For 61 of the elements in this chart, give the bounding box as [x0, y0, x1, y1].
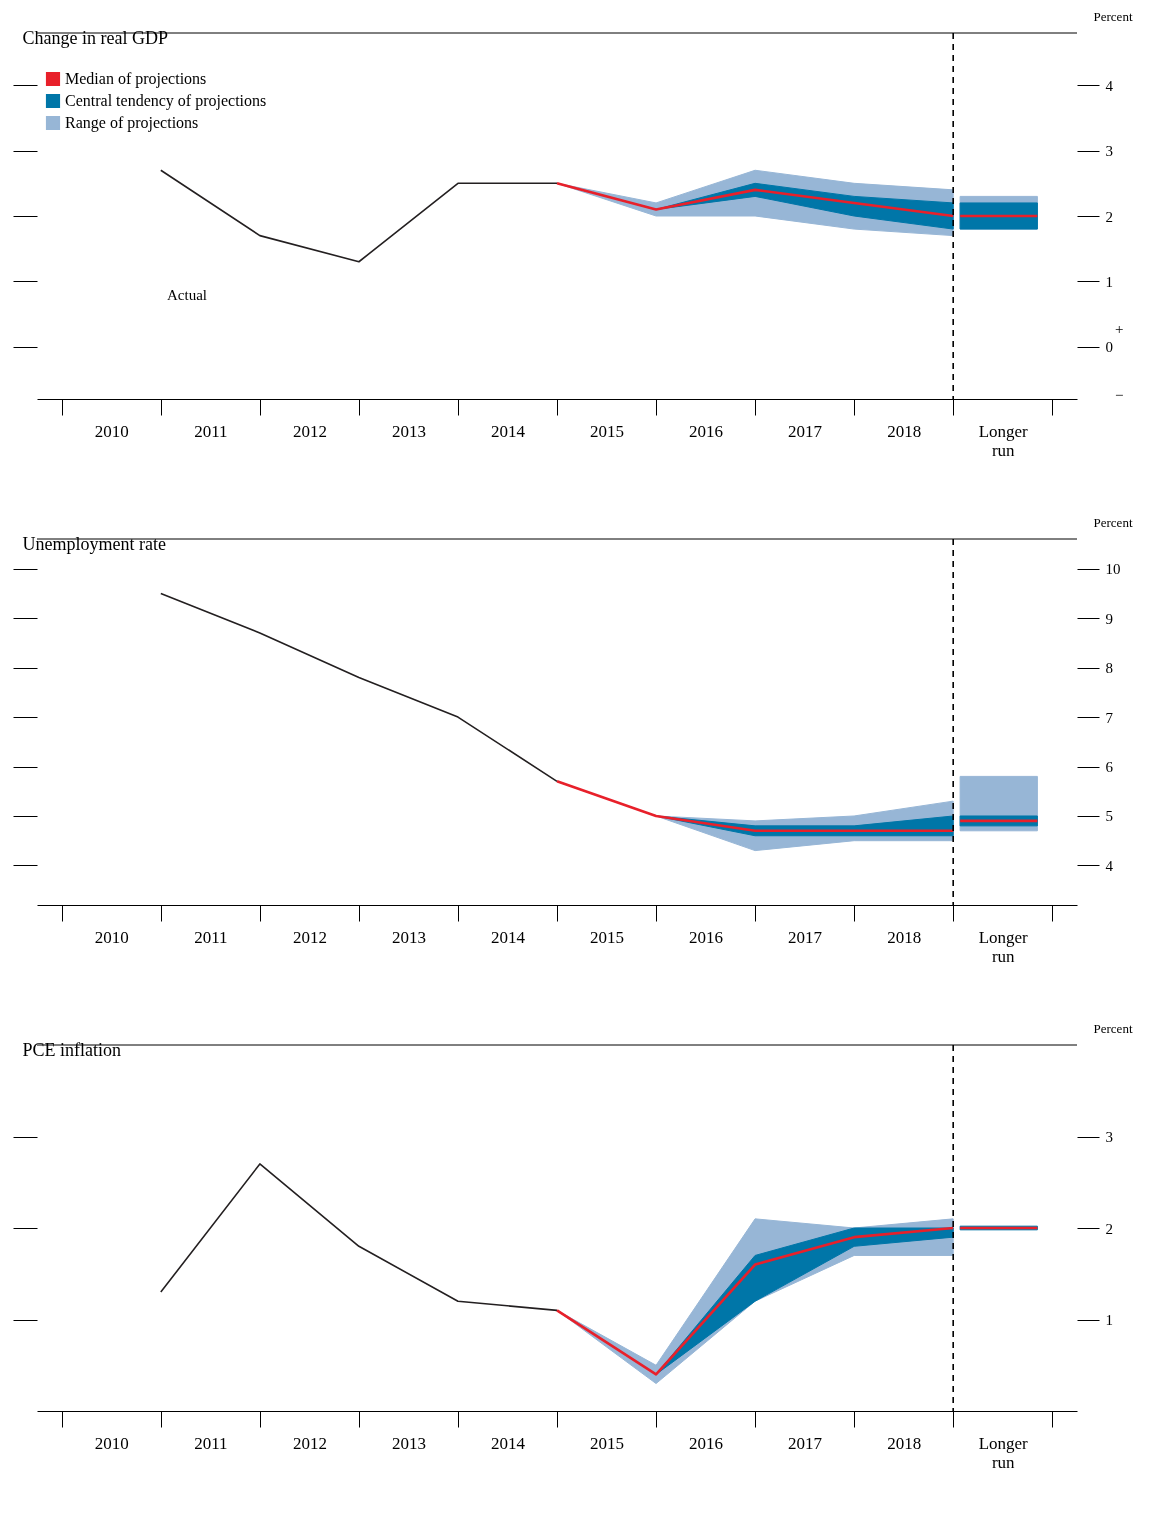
x-tick-label: 2011 — [194, 927, 228, 947]
y-tick-label: 2 — [1105, 1220, 1113, 1237]
x-tick-label: 2014 — [490, 927, 526, 947]
x-tick-label: 2010 — [94, 927, 129, 947]
chart-title: Unemployment rate — [22, 534, 166, 554]
x-tick-label: 2013 — [391, 421, 426, 441]
x-tick-label: 2017 — [788, 421, 823, 441]
x-tick-label: 2017 — [788, 927, 823, 947]
y-tick-label: 5 — [1105, 808, 1113, 825]
y-tick-label: 7 — [1105, 709, 1114, 726]
x-tick-label: 2014 — [490, 421, 526, 441]
y-tick-label: 8 — [1105, 660, 1113, 677]
y-tick-label: 10 — [1105, 561, 1121, 578]
y-axis-title: Percent — [1093, 8, 1133, 24]
x-tick-label: 2016 — [689, 1433, 724, 1453]
y-tick-label: 2 — [1105, 208, 1113, 225]
text: + — [1115, 321, 1124, 337]
y-tick-label: 1 — [1105, 1312, 1113, 1328]
legend-label: Central tendency of projections — [65, 92, 267, 110]
x-tick-label: 2016 — [689, 421, 724, 441]
text: − — [1115, 387, 1124, 403]
y-tick-label: 4 — [1105, 77, 1114, 94]
x-tick-label: 2010 — [94, 421, 129, 441]
x-tick-label: 2011 — [194, 1433, 228, 1453]
line-series — [160, 169, 558, 263]
x-tick-label: Longer run — [978, 1433, 1029, 1472]
x-tick-label: 2011 — [194, 421, 228, 441]
x-tick-label: 2012 — [292, 421, 327, 441]
x-tick-label: 2013 — [391, 927, 426, 947]
y-axis-title: Percent — [1093, 1020, 1133, 1036]
y-tick-label: 3 — [1105, 143, 1113, 160]
legend-label: Range of projections — [65, 114, 199, 132]
x-tick-label: 2016 — [689, 927, 724, 947]
y-tick-label: 1 — [1105, 273, 1113, 290]
x-tick-label: 2015 — [590, 1433, 625, 1453]
x-tick-label: 2017 — [788, 1433, 823, 1453]
x-tick-label: 2018 — [887, 421, 922, 441]
x-tick-label: Longer run — [978, 421, 1029, 460]
y-tick-label: 3 — [1105, 1129, 1113, 1145]
x-tick-label: 2015 — [590, 927, 625, 947]
x-tick-label: 2010 — [94, 1433, 129, 1453]
chart-title: Change in real GDP — [22, 28, 168, 48]
line-series — [160, 592, 558, 783]
x-tick-label: 2014 — [490, 1433, 526, 1453]
y-tick-label: 9 — [1105, 610, 1113, 627]
chart-title: PCE inflation — [22, 1040, 121, 1060]
y-tick-label: 6 — [1105, 759, 1114, 776]
line-series — [555, 182, 955, 218]
annotation: Actual — [167, 287, 207, 303]
y-axis-title: Percent — [1093, 514, 1133, 530]
x-tick-label: 2018 — [887, 927, 922, 947]
x-tick-label: 2013 — [391, 1433, 426, 1453]
x-tick-label: 2018 — [887, 1433, 922, 1453]
x-tick-label: 2012 — [292, 927, 327, 947]
line-series — [160, 1163, 558, 1312]
x-tick-label: Longer run — [978, 927, 1029, 966]
x-tick-label: 2015 — [590, 421, 625, 441]
x-tick-label: 2012 — [292, 1433, 327, 1453]
y-tick-label: 4 — [1105, 857, 1114, 874]
y-tick-label: 0 — [1105, 339, 1113, 356]
legend-label: Median of projections — [65, 70, 207, 88]
